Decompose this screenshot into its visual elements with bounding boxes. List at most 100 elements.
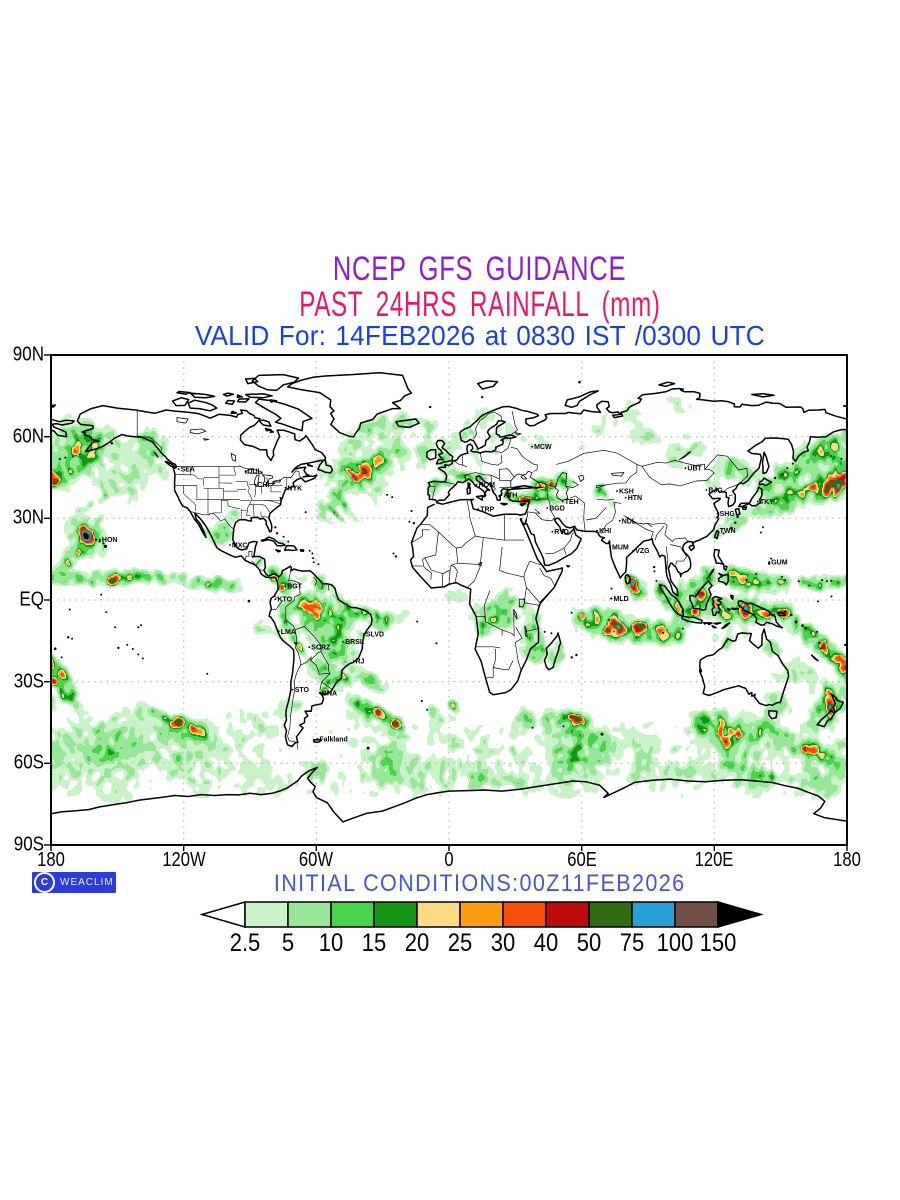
country-border [451, 547, 459, 566]
x-tick-label: 180 [833, 849, 861, 871]
station-marker [277, 630, 280, 633]
coastline [711, 624, 717, 629]
station-marker [284, 585, 287, 587]
station-label: KHI [599, 528, 611, 535]
state-border [246, 481, 253, 516]
island-dot [610, 587, 613, 590]
island-dot [826, 580, 829, 583]
island-dot [206, 672, 209, 675]
coastline [51, 387, 847, 696]
country-border [499, 569, 525, 578]
island-dot [71, 637, 73, 640]
island-dot [317, 563, 320, 566]
station-label: HON [102, 537, 118, 544]
colorbar-tick-label: 10 [318, 929, 344, 957]
station-marker [684, 467, 687, 470]
coastline [768, 710, 778, 720]
coastline [830, 693, 844, 714]
country-border [294, 646, 302, 666]
island-dot [72, 455, 75, 458]
coastline [519, 502, 527, 507]
colorbar-segment [631, 901, 676, 928]
coastline [258, 419, 272, 428]
island-dot [570, 656, 573, 659]
station-label: LMA [281, 629, 296, 636]
coastline [702, 621, 708, 625]
island-dot [550, 632, 553, 635]
island-dot [662, 631, 664, 634]
station-label: SEA [181, 467, 195, 474]
country-border [583, 503, 585, 519]
coastline [717, 572, 730, 586]
colorbar-segment [674, 901, 719, 928]
y-tick-label: EQ [19, 588, 44, 611]
coastline [475, 494, 484, 501]
coastline [737, 600, 784, 629]
island-dot [426, 708, 429, 711]
x-tick-label: 180 [37, 849, 65, 871]
island-dot [68, 608, 71, 611]
island-dot [770, 557, 773, 560]
station-marker [551, 530, 554, 533]
country-border [499, 486, 511, 488]
coastline [395, 418, 420, 429]
coastline [731, 607, 739, 611]
lake [610, 472, 625, 477]
state-border [190, 466, 204, 486]
colorbar-tick-label: 5 [281, 929, 295, 957]
y-tick-label: 30S [13, 670, 44, 693]
lake [202, 438, 210, 441]
coastline [658, 381, 676, 388]
coastline [721, 622, 731, 630]
station-marker [624, 496, 627, 499]
island-dot [781, 473, 784, 476]
colorbar-tick-label: 25 [447, 929, 473, 957]
country-border [525, 628, 539, 632]
x-tick-label: 60W [299, 849, 334, 871]
island-dot [274, 526, 277, 529]
country-border [514, 642, 522, 671]
country-border [493, 660, 514, 671]
station-marker [616, 490, 618, 492]
lake [261, 474, 274, 484]
coastline [251, 373, 300, 392]
coastline [543, 632, 562, 671]
coastline [713, 548, 725, 566]
coastline [237, 398, 250, 403]
coastline [761, 451, 770, 475]
coastline [741, 506, 748, 511]
country-border [448, 564, 458, 585]
island-dot [773, 476, 777, 480]
country-border [320, 651, 331, 674]
station-label: BGD [549, 506, 565, 513]
coastline [476, 380, 499, 390]
coastline [306, 463, 314, 468]
country-border [485, 676, 494, 679]
station-marker [609, 546, 611, 548]
island-dot [386, 493, 389, 496]
country-border [515, 627, 523, 643]
island-dot [808, 584, 811, 587]
coastline [312, 738, 322, 743]
coastline [680, 615, 703, 624]
country-border [274, 595, 281, 600]
coastline [624, 573, 631, 585]
lake [293, 641, 298, 646]
island-dot [736, 515, 739, 519]
colorbar-arrow-over [717, 901, 764, 928]
island-dot [416, 620, 419, 623]
y-tick-label: 60N [12, 425, 45, 448]
coastline [275, 549, 282, 553]
station-marker [284, 486, 287, 489]
island-dot [773, 613, 775, 616]
island-dot [137, 653, 140, 656]
island-dot [780, 575, 783, 578]
station-label: ATH [503, 493, 517, 500]
coastline [688, 544, 696, 552]
colorbar-tick-label: 75 [619, 929, 645, 957]
island-dot [408, 520, 411, 523]
lake [524, 625, 528, 638]
island-dot [304, 511, 307, 514]
